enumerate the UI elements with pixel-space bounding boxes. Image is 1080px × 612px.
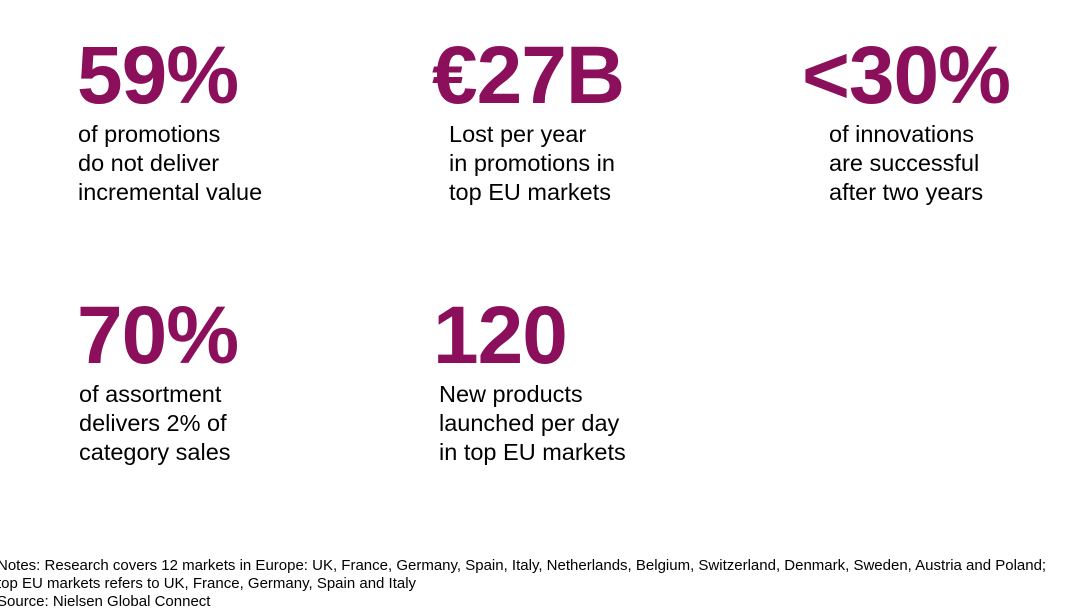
stat-line: of innovations [829,121,975,147]
stat-line: after two years [829,179,984,205]
stat-line: in top EU markets [439,439,626,465]
stat-line: do not deliver [78,150,220,176]
stat-line: are successful [829,150,980,176]
stat-line: delivers 2% of [79,410,227,436]
stat-line: launched per day [439,410,620,436]
stat-line: of promotions [78,121,221,147]
stat-value: <30% [802,30,1011,121]
stat-line: of assortment [79,381,222,407]
stat-description: Lost per year in promotions in top EU ma… [449,120,615,207]
stat-description: New products launched per day in top EU … [439,380,626,467]
source-line: Source: Nielsen Global Connect [0,593,211,610]
stat-value: 70% [77,290,239,381]
stat-line: New products [439,381,583,407]
stat-value: €27B [432,30,625,121]
stat-line: category sales [79,439,231,465]
stat-line: top EU markets [449,179,611,205]
stat-value: 59% [77,30,239,121]
stat-line: incremental value [78,179,263,205]
stat-description: of assortment delivers 2% of category sa… [79,380,231,467]
footer-notes: Notes: Research covers 12 markets in Eur… [0,557,1046,611]
notes-line-2: top EU markets refers to UK, France, Ger… [0,575,417,592]
stat-description: of promotions do not deliver incremental… [78,120,262,207]
stat-line: Lost per year [449,121,587,147]
stat-value: 120 [433,290,568,381]
stat-line: in promotions in [449,150,615,176]
notes-line-1: Notes: Research covers 12 markets in Eur… [0,557,1047,574]
stat-description: of innovations are successful after two … [829,120,983,207]
